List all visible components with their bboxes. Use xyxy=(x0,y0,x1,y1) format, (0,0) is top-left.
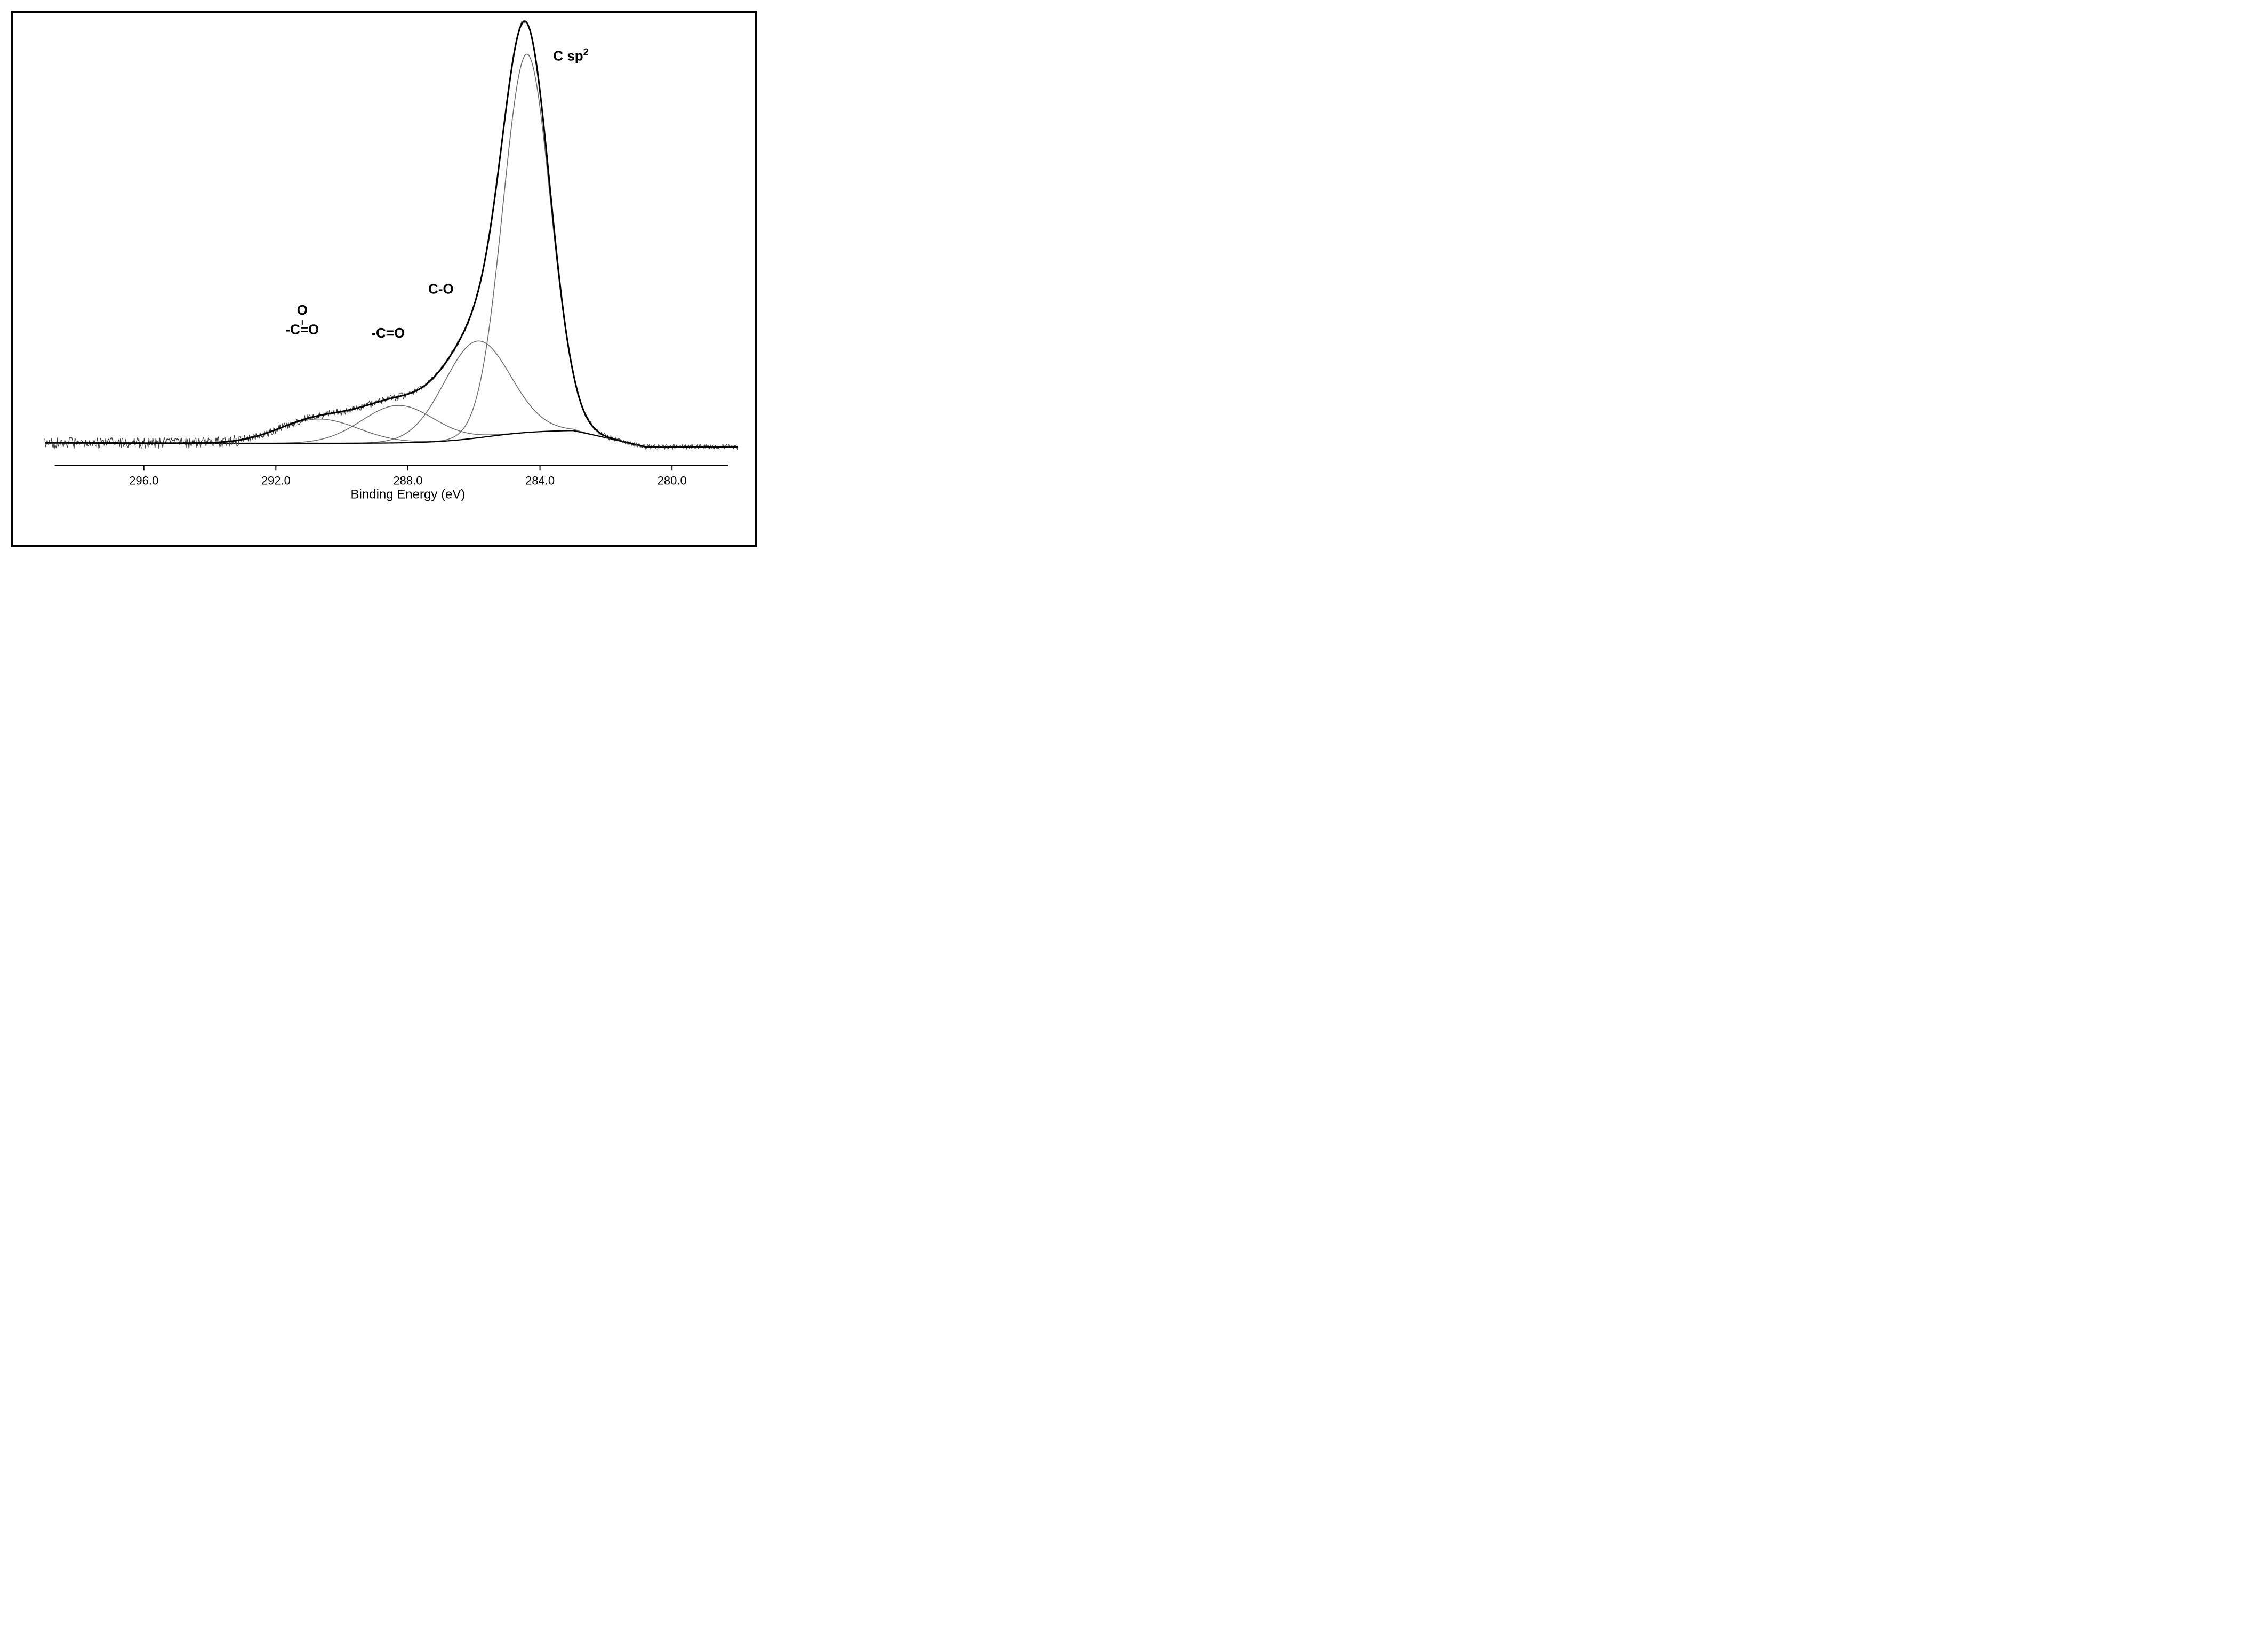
x-axis-tick-label: 296.0 xyxy=(129,474,158,487)
envelope-curve xyxy=(45,21,738,447)
raw-spectrum-curve xyxy=(45,21,738,449)
peak-label-co: C-O xyxy=(428,281,454,297)
x-axis-tick-label: 284.0 xyxy=(525,474,555,487)
component-curve-csp2 xyxy=(45,54,738,447)
peak-label-ceqo: -C=O xyxy=(371,325,405,341)
x-axis-tick-label: 280.0 xyxy=(658,474,687,487)
component-curve-co xyxy=(45,341,738,446)
xps-chart: 296.0 292.0 288.0 284.0 280.0 Binding Energy … xyxy=(13,13,759,549)
peak-label-csp2: C sp2 xyxy=(553,46,588,63)
x-axis-tick-label: 292.0 xyxy=(261,474,291,487)
x-axis-tick-label: 288.0 xyxy=(393,474,422,487)
x-axis-title: Binding Energy (eV) xyxy=(351,487,466,501)
peak-label-oco-upper: O xyxy=(297,302,308,318)
peak-label-oco-lower: -C=O xyxy=(285,321,319,337)
chart-frame: 296.0 292.0 288.0 284.0 280.0 Binding Energy … xyxy=(11,11,757,547)
